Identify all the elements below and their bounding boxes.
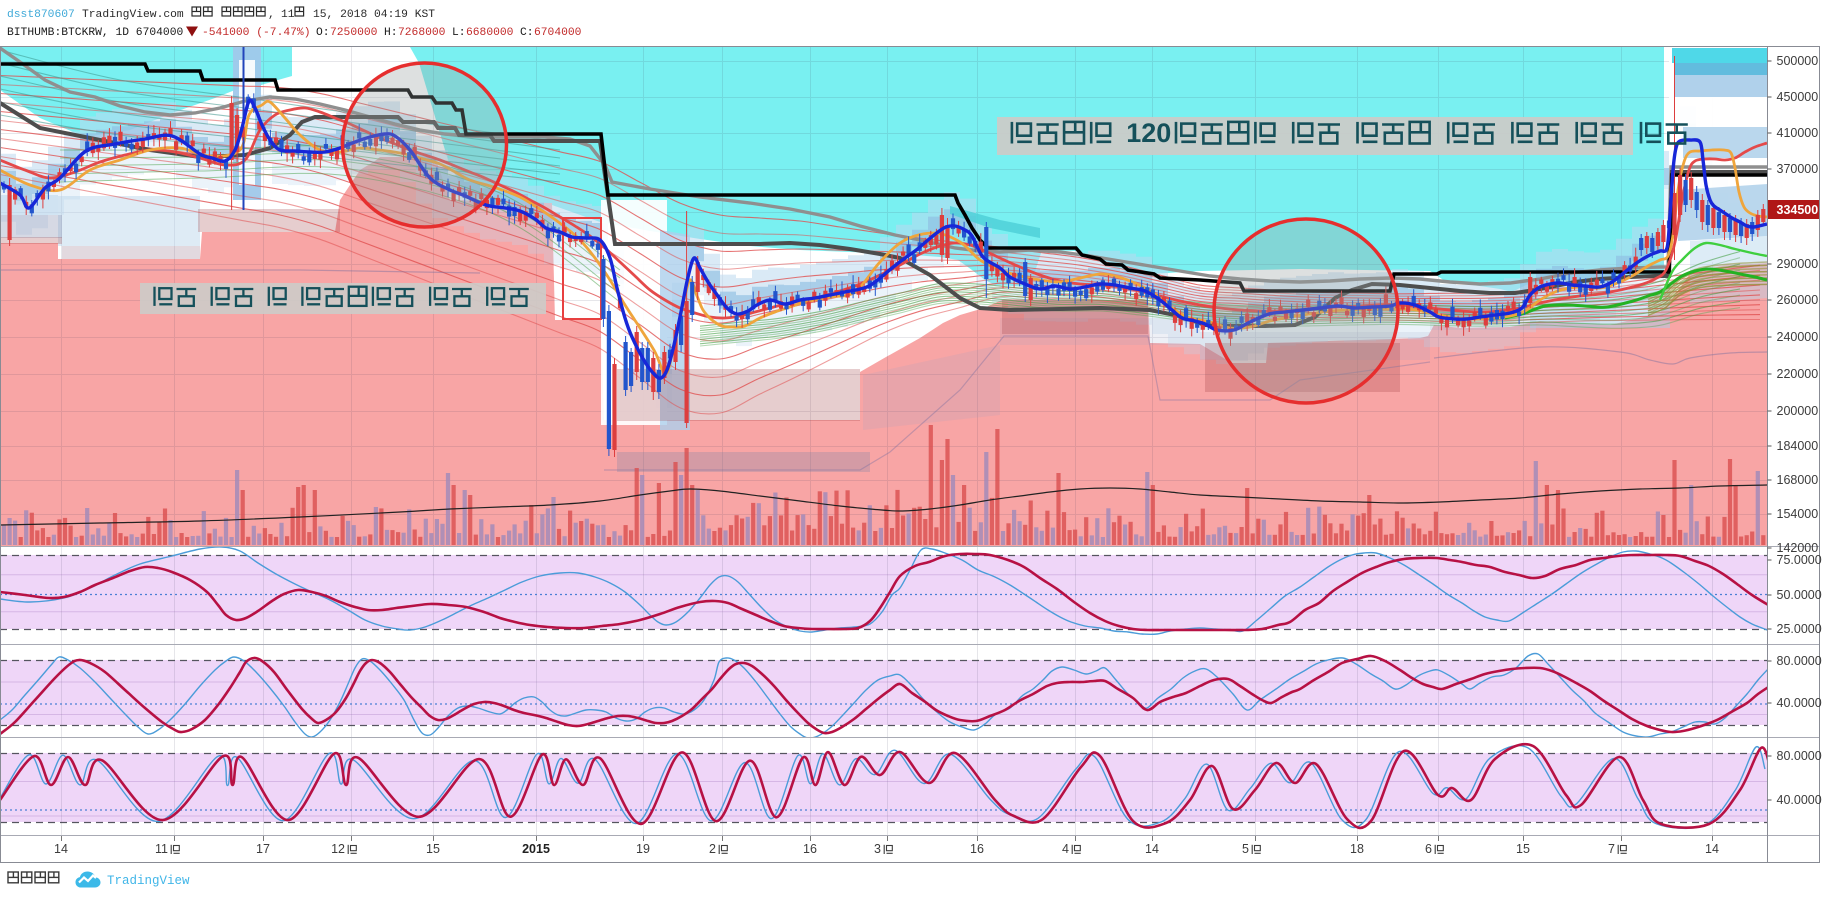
svg-text:50.0000: 50.0000 [1777,588,1822,602]
svg-text:O:: O: [316,27,330,39]
svg-text:15, 2018 04:19 KST: 15, 2018 04:19 KST [313,9,435,21]
svg-text:18: 18 [1350,842,1364,856]
svg-text:16: 16 [970,842,984,856]
svg-text:15: 15 [426,842,440,856]
svg-text:5: 5 [1242,842,1249,856]
svg-text:TradingView.com: TradingView.com [82,9,184,21]
svg-text:220000: 220000 [1777,367,1819,381]
svg-text:2015: 2015 [522,842,550,856]
svg-text:260000: 260000 [1777,293,1819,307]
svg-text:500000: 500000 [1777,54,1819,68]
svg-text:15: 15 [1516,842,1530,856]
svg-text:6680000: 6680000 [466,27,514,39]
svg-text:80.0000: 80.0000 [1777,654,1822,668]
svg-text:200000: 200000 [1777,404,1819,418]
svg-text:2: 2 [709,842,716,856]
svg-text:142000: 142000 [1777,541,1819,555]
svg-text:H:: H: [384,27,398,39]
svg-text:334500: 334500 [1777,203,1819,217]
svg-text:154000: 154000 [1777,507,1819,521]
svg-text:75.0000: 75.0000 [1777,553,1822,567]
svg-text:240000: 240000 [1777,330,1819,344]
svg-text:6: 6 [1425,842,1432,856]
svg-text:120: 120 [1126,118,1171,148]
svg-text:3: 3 [874,842,881,856]
svg-text:,: , [268,9,275,21]
svg-text:40.0000: 40.0000 [1777,793,1822,807]
svg-text:-541000 (-7.47%): -541000 (-7.47%) [202,27,310,39]
svg-text:7: 7 [1608,842,1615,856]
svg-text:TradingView: TradingView [107,874,190,888]
svg-text:7268000: 7268000 [398,27,446,39]
svg-text:184000: 184000 [1777,439,1819,453]
svg-text:14: 14 [1145,842,1159,856]
svg-text:40.0000: 40.0000 [1777,696,1822,710]
svg-text:7250000: 7250000 [330,27,378,39]
svg-text:370000: 370000 [1777,162,1819,176]
svg-text:19: 19 [636,842,650,856]
svg-text:16: 16 [803,842,817,856]
svg-text:dsst870607: dsst870607 [7,9,75,21]
svg-text:80.0000: 80.0000 [1777,749,1822,763]
svg-text:25.0000: 25.0000 [1777,622,1822,636]
svg-text:168000: 168000 [1777,473,1819,487]
svg-text:17: 17 [256,842,270,856]
svg-text:6704000: 6704000 [534,27,582,39]
svg-text:11: 11 [281,9,295,21]
svg-text:14: 14 [54,842,68,856]
svg-text:L:: L: [452,27,466,39]
svg-text:BITHUMB:BTCKRW, 1D 6704000: BITHUMB:BTCKRW, 1D 6704000 [7,27,183,39]
svg-text:410000: 410000 [1777,126,1819,140]
svg-text:450000: 450000 [1777,90,1819,104]
svg-text:12: 12 [331,842,345,856]
svg-text:11: 11 [155,842,168,856]
svg-text:C:: C: [520,27,534,39]
svg-text:290000: 290000 [1777,257,1819,271]
svg-text:4: 4 [1062,842,1069,856]
svg-text:14: 14 [1705,842,1719,856]
